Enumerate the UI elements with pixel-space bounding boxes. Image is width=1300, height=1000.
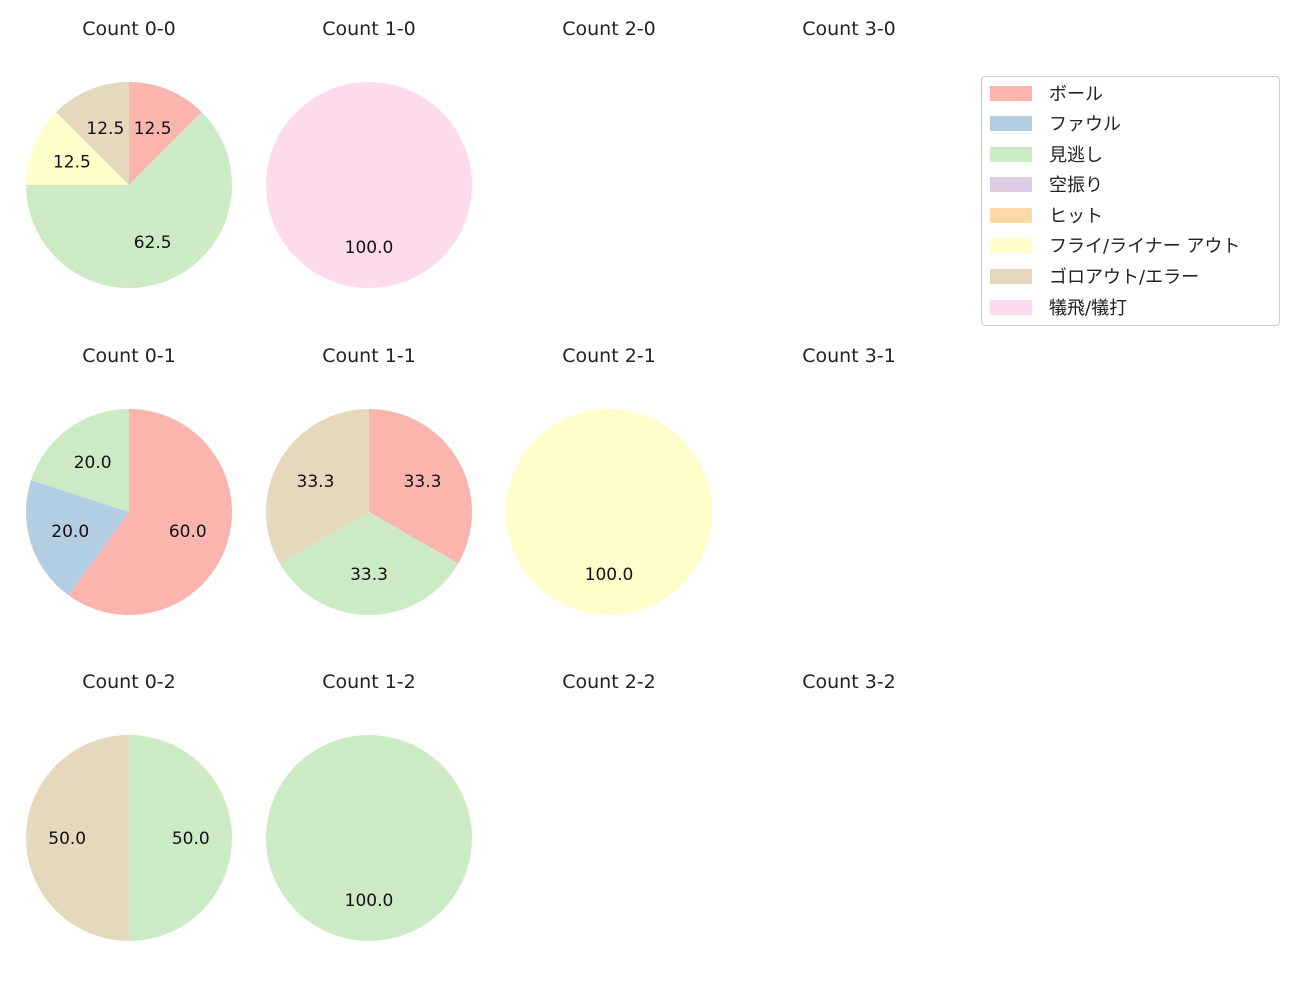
legend-item: 空振り — [990, 173, 1103, 196]
legend-label: 犠飛/犠打 — [1049, 298, 1128, 319]
slice-label: 12.5 — [86, 119, 124, 139]
legend-swatch — [990, 268, 1032, 284]
pie-slice — [129, 735, 232, 941]
legend-label: ヒット — [1049, 206, 1103, 227]
slice-label: 100.0 — [345, 891, 394, 911]
legend-swatch — [990, 176, 1032, 192]
legend-item: ファウル — [990, 112, 1121, 135]
legend-label: ファウル — [1049, 114, 1121, 135]
pie-slice — [369, 409, 472, 564]
pie-title: Count 3-1 — [802, 345, 896, 367]
chart-legend: ボール ファウル 見逃し 空振り ヒット フライ/ライナー アウト ゴロアウト/… — [981, 76, 1280, 326]
pie-slice — [31, 409, 129, 512]
legend-label: 空振り — [1049, 175, 1103, 196]
slice-label: 33.3 — [297, 472, 335, 492]
slice-label: 60.0 — [169, 522, 207, 542]
pie-panel: Count 3-0 — [802, 18, 896, 40]
pie-panel: Count 3-1 — [802, 345, 896, 367]
pie-slice — [506, 409, 712, 615]
legend-swatch — [990, 207, 1032, 223]
pie-slice — [129, 82, 202, 185]
pie-title: Count 1-0 — [322, 18, 416, 40]
legend-swatch — [990, 85, 1032, 101]
pie-slice — [56, 82, 130, 185]
legend-swatch — [990, 146, 1032, 162]
pie-slice — [266, 735, 472, 941]
legend-item: フライ/ライナー アウト — [990, 234, 1241, 257]
slice-label: 33.3 — [404, 472, 442, 492]
pie-title: Count 1-2 — [322, 671, 416, 693]
slice-label: 62.5 — [134, 233, 172, 253]
slice-label: 20.0 — [74, 453, 112, 473]
slice-label: 50.0 — [48, 829, 86, 849]
legend-label: フライ/ライナー アウト — [1049, 236, 1241, 257]
pie-panel: Count 0-1 60.0 20.0 20.0 — [26, 345, 233, 616]
slice-label: 33.3 — [350, 565, 388, 585]
pie-panel: Count 2-2 — [562, 671, 656, 693]
legend-item: ボール — [990, 82, 1103, 105]
pie-slice — [266, 409, 369, 564]
legend-label: ゴロアウト/エラー — [1049, 267, 1200, 288]
pie-panel: Count 3-2 — [802, 671, 896, 693]
slice-label: 50.0 — [172, 829, 210, 849]
pie-panel: Count 1-0 100.0 — [266, 18, 472, 288]
pie-title: Count 0-0 — [82, 18, 176, 40]
pie-slice — [26, 112, 129, 185]
pie-panel: Count 1-1 33.3 33.3 33.3 — [266, 345, 472, 615]
pie-panel: Count 1-2 100.0 — [266, 671, 472, 941]
pie-title: Count 3-0 — [802, 18, 896, 40]
legend-item: ゴロアウト/エラー — [990, 265, 1200, 288]
pie-title: Count 3-2 — [802, 671, 896, 693]
pie-slice — [26, 480, 129, 596]
pie-title: Count 2-1 — [562, 345, 656, 367]
slice-label: 100.0 — [345, 238, 394, 258]
slice-label: 12.5 — [53, 152, 91, 172]
pie-title: Count 2-0 — [562, 18, 656, 40]
pie-slice — [266, 82, 472, 288]
legend-item: 犠飛/犠打 — [990, 296, 1128, 319]
legend-label: ボール — [1049, 84, 1103, 105]
pie-panel: Count 0-2 50.0 50.0 — [26, 671, 232, 941]
slice-label: 12.5 — [134, 119, 172, 139]
pie-title: Count 2-2 — [562, 671, 656, 693]
slice-label: 20.0 — [51, 522, 89, 542]
pie-slice — [26, 112, 232, 288]
legend-item: 見逃し — [990, 143, 1103, 166]
legend-label: 見逃し — [1049, 145, 1103, 166]
pie-panel: Count 2-0 — [562, 18, 656, 40]
pie-title: Count 0-1 — [82, 345, 176, 367]
pie-panel: Count 0-0 12.5 62.5 12.5 12.5 — [26, 18, 232, 288]
legend-swatch — [990, 115, 1032, 131]
pie-slice — [68, 409, 233, 616]
legend-swatch — [990, 299, 1032, 315]
pie-title: Count 1-1 — [322, 345, 416, 367]
legend-item: ヒット — [990, 204, 1103, 227]
pie-slice — [26, 735, 129, 941]
slice-label: 100.0 — [585, 565, 634, 585]
pie-panel: Count 2-1 100.0 — [506, 345, 712, 615]
legend-swatch — [990, 237, 1032, 253]
pie-title: Count 0-2 — [82, 671, 176, 693]
